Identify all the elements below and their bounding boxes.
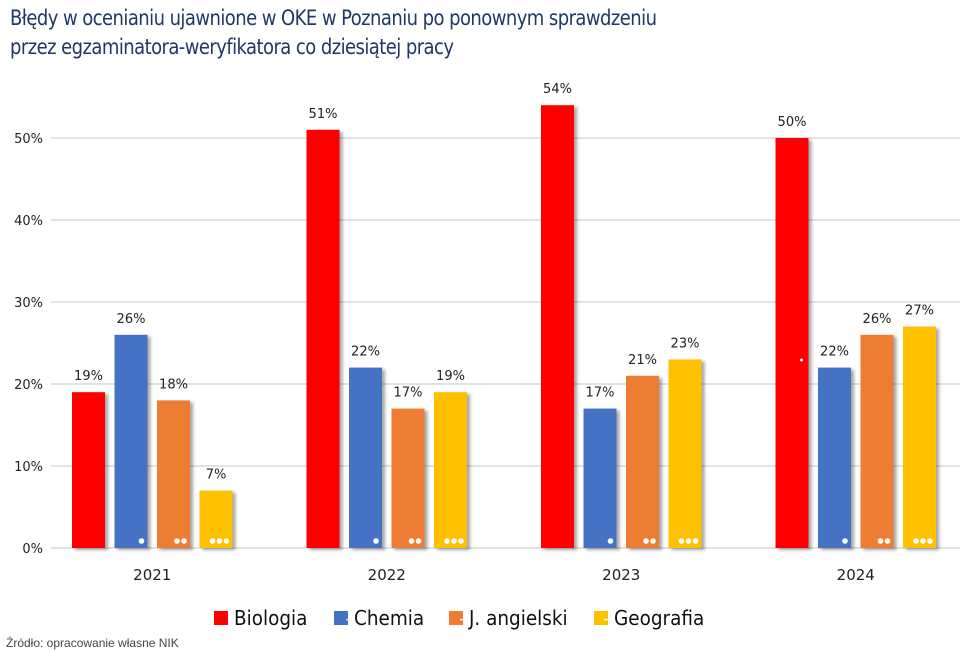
pattern-dot — [408, 538, 415, 544]
x-tick-label: 2023 — [602, 566, 640, 584]
data-label: 19% — [74, 369, 103, 384]
x-tick-label: 2024 — [837, 566, 875, 584]
pattern-dot — [920, 538, 926, 544]
bar-j-angielski-2022 — [391, 408, 425, 548]
x-tick-label: 2021 — [133, 566, 171, 584]
pattern-dots-icon: •• — [459, 618, 463, 624]
pattern-dot — [209, 538, 216, 544]
data-label: 22% — [820, 345, 849, 360]
data-labels: 19% 26% 18% 7% 51% 22% 17% 19% 54% 17% 21% 23% 50% 22… — [74, 82, 934, 482]
y-tick-label: 50% — [14, 132, 43, 147]
pattern-dots-icon: • — [345, 618, 348, 624]
bar-j-angielski-2023 — [626, 375, 659, 548]
chart-title: Błędy w ocenianiu ujawnione w OKE w Pozn… — [10, 4, 950, 62]
pattern-dot — [607, 538, 614, 544]
bar-biologia-2023 — [541, 105, 574, 548]
bar-chemia-2024 — [818, 367, 851, 548]
pattern-dot — [415, 538, 422, 544]
legend-label: Chemia — [354, 606, 425, 630]
source-note: Źródło: opracowanie własne NIK — [6, 636, 179, 650]
chart-title-line-2: przez egzaminatora-weryfikatora co dzies… — [10, 35, 454, 60]
bar-j-angielski-2024 — [860, 334, 894, 548]
pattern-dot — [216, 538, 223, 544]
data-label: 50% — [778, 115, 807, 130]
legend: Biologia • Chemia •• J. angielski ••• Geografi… — [0, 603, 965, 633]
y-tick-label: 40% — [14, 214, 43, 229]
x-tick-label: 2022 — [368, 566, 406, 584]
bar-geografia-2024 — [903, 326, 936, 548]
legend-label: J. angielski — [469, 606, 568, 630]
data-label: 26% — [117, 312, 146, 327]
bar-chemia-2021 — [114, 334, 148, 548]
bar-biologia-2021 — [72, 392, 105, 548]
pattern-dot — [458, 538, 464, 544]
bar-geografia-2023 — [668, 359, 702, 548]
data-label: 19% — [436, 369, 465, 384]
data-label: 54% — [543, 82, 572, 97]
y-tick-label: 10% — [14, 460, 43, 475]
legend-swatch: ••• — [594, 611, 608, 625]
legend-swatch — [214, 611, 228, 625]
y-tick-label: 0% — [22, 542, 43, 557]
bar-chemia-2023 — [583, 408, 617, 548]
legend-label: Geografia — [614, 606, 705, 630]
pattern-dot — [373, 538, 379, 544]
pattern-dot — [223, 538, 230, 544]
legend-item-biologia: Biologia — [214, 603, 314, 633]
x-axis: 2021 2022 2023 2024 — [133, 566, 875, 584]
pattern-dot — [842, 538, 848, 544]
legend-swatch: • — [334, 611, 348, 625]
bar-j-angielski-2021 — [157, 400, 190, 548]
bar-biologia-2024 — [775, 138, 809, 548]
pattern-dot — [800, 358, 803, 362]
pattern-dot — [927, 538, 933, 544]
legend-item-j-angielski: •• J. angielski — [449, 603, 576, 633]
data-label: 18% — [159, 377, 188, 392]
data-label: 21% — [628, 353, 657, 368]
bar-chemia-2022 — [349, 367, 382, 548]
pattern-dot — [877, 538, 884, 544]
legend-item-geografia: ••• Geografia — [594, 603, 712, 633]
data-label: 26% — [863, 312, 892, 327]
data-label: 7% — [206, 468, 227, 483]
legend-label: Biologia — [234, 606, 308, 630]
data-label: 17% — [586, 386, 615, 401]
pattern-dot — [650, 538, 656, 544]
legend-swatch: •• — [449, 611, 463, 625]
legend-item-chemia: • Chemia — [334, 603, 430, 633]
pattern-dot — [913, 538, 919, 544]
pattern-dots-icon: ••• — [603, 618, 608, 624]
pattern-dot — [643, 538, 649, 544]
data-label: 17% — [394, 386, 423, 401]
pattern-dot — [451, 538, 457, 544]
data-label: 22% — [351, 345, 380, 360]
bars — [72, 105, 936, 549]
pattern-dot — [138, 538, 145, 544]
pattern-dot — [678, 538, 685, 544]
bar-geografia-2022 — [434, 392, 467, 548]
chart-title-line-1: Błędy w ocenianiu ujawnione w OKE w Pozn… — [10, 6, 657, 31]
pattern-dot — [181, 538, 187, 544]
bar-biologia-2022 — [306, 129, 340, 549]
pattern-dot — [884, 538, 891, 544]
y-tick-label: 20% — [14, 378, 43, 393]
pattern-dot — [444, 538, 450, 544]
pattern-dot — [692, 538, 699, 544]
y-axis: 0% 10% 20% 30% 40% 50% — [14, 132, 43, 557]
y-tick-label: 30% — [14, 296, 43, 311]
data-label: 51% — [309, 107, 338, 122]
pattern-dot — [685, 538, 692, 544]
pattern-dot — [174, 538, 180, 544]
bar-chart: 0%10%20%30%40%50% 19%26%18%7%51%22%17%19… — [14, 82, 960, 584]
data-label: 23% — [671, 336, 700, 351]
data-label: 27% — [905, 304, 934, 319]
